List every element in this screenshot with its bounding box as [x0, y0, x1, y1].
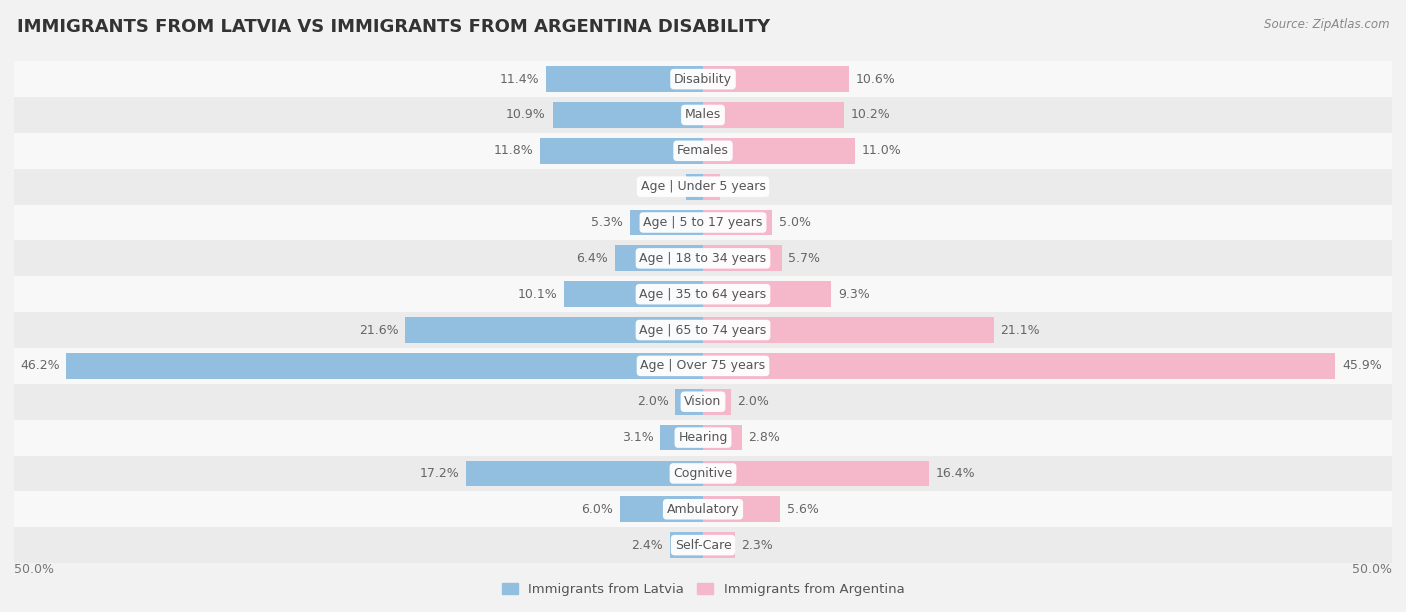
Text: 1.2%: 1.2%: [727, 180, 758, 193]
Text: Age | 18 to 34 years: Age | 18 to 34 years: [640, 252, 766, 265]
Bar: [703, 317, 994, 343]
Bar: [703, 389, 731, 415]
Text: 45.9%: 45.9%: [1343, 359, 1382, 372]
Text: 10.1%: 10.1%: [517, 288, 557, 300]
Text: 10.6%: 10.6%: [856, 73, 896, 86]
Bar: [703, 532, 735, 558]
Bar: [630, 209, 703, 236]
Text: 16.4%: 16.4%: [936, 467, 976, 480]
Text: Hearing: Hearing: [678, 431, 728, 444]
Text: Age | 35 to 64 years: Age | 35 to 64 years: [640, 288, 766, 300]
Bar: [14, 420, 1392, 455]
Text: 2.4%: 2.4%: [631, 539, 664, 551]
Bar: [14, 61, 1392, 97]
Text: Age | Over 75 years: Age | Over 75 years: [641, 359, 765, 372]
Text: Males: Males: [685, 108, 721, 121]
Bar: [14, 169, 1392, 204]
Bar: [14, 133, 1392, 169]
Bar: [703, 209, 772, 236]
Text: Age | Under 5 years: Age | Under 5 years: [641, 180, 765, 193]
Bar: [703, 245, 782, 271]
Bar: [703, 138, 855, 164]
Bar: [14, 455, 1392, 491]
Bar: [465, 460, 703, 487]
Bar: [703, 460, 929, 487]
Bar: [686, 174, 703, 200]
Text: 10.9%: 10.9%: [506, 108, 546, 121]
Text: 17.2%: 17.2%: [419, 467, 460, 480]
Bar: [703, 425, 741, 450]
Text: 46.2%: 46.2%: [20, 359, 59, 372]
Bar: [669, 532, 703, 558]
Text: 5.3%: 5.3%: [591, 216, 623, 229]
Text: 2.0%: 2.0%: [738, 395, 769, 408]
Legend: Immigrants from Latvia, Immigrants from Argentina: Immigrants from Latvia, Immigrants from …: [496, 578, 910, 602]
Text: Age | 5 to 17 years: Age | 5 to 17 years: [644, 216, 762, 229]
Bar: [14, 241, 1392, 276]
Bar: [703, 102, 844, 128]
Text: 5.0%: 5.0%: [779, 216, 811, 229]
Bar: [546, 66, 703, 92]
Bar: [703, 174, 720, 200]
Bar: [540, 138, 703, 164]
Text: Ambulatory: Ambulatory: [666, 503, 740, 516]
Bar: [703, 496, 780, 522]
Text: 50.0%: 50.0%: [14, 563, 53, 576]
Bar: [405, 317, 703, 343]
Bar: [703, 66, 849, 92]
Text: 21.6%: 21.6%: [359, 324, 398, 337]
Text: 9.3%: 9.3%: [838, 288, 870, 300]
Bar: [14, 204, 1392, 241]
Bar: [675, 389, 703, 415]
Bar: [14, 312, 1392, 348]
Text: 11.8%: 11.8%: [494, 144, 533, 157]
Bar: [553, 102, 703, 128]
Bar: [14, 348, 1392, 384]
Text: 6.0%: 6.0%: [582, 503, 613, 516]
Bar: [66, 353, 703, 379]
Text: Source: ZipAtlas.com: Source: ZipAtlas.com: [1264, 18, 1389, 31]
Text: 5.7%: 5.7%: [789, 252, 821, 265]
Bar: [14, 527, 1392, 563]
Text: 2.0%: 2.0%: [637, 395, 669, 408]
Text: 6.4%: 6.4%: [576, 252, 607, 265]
Text: Vision: Vision: [685, 395, 721, 408]
Bar: [614, 245, 703, 271]
Text: IMMIGRANTS FROM LATVIA VS IMMIGRANTS FROM ARGENTINA DISABILITY: IMMIGRANTS FROM LATVIA VS IMMIGRANTS FRO…: [17, 18, 770, 36]
Text: Age | 65 to 74 years: Age | 65 to 74 years: [640, 324, 766, 337]
Bar: [703, 282, 831, 307]
Bar: [14, 97, 1392, 133]
Bar: [14, 384, 1392, 420]
Text: Cognitive: Cognitive: [673, 467, 733, 480]
Bar: [703, 353, 1336, 379]
Text: 11.0%: 11.0%: [862, 144, 901, 157]
Text: 3.1%: 3.1%: [621, 431, 654, 444]
Text: 21.1%: 21.1%: [1001, 324, 1040, 337]
Text: 2.3%: 2.3%: [741, 539, 773, 551]
Bar: [620, 496, 703, 522]
Text: Females: Females: [678, 144, 728, 157]
Text: 10.2%: 10.2%: [851, 108, 890, 121]
Text: 11.4%: 11.4%: [499, 73, 538, 86]
Text: 5.6%: 5.6%: [787, 503, 818, 516]
Bar: [14, 491, 1392, 527]
Text: Self-Care: Self-Care: [675, 539, 731, 551]
Text: 50.0%: 50.0%: [1353, 563, 1392, 576]
Text: 1.2%: 1.2%: [648, 180, 679, 193]
Text: 2.8%: 2.8%: [748, 431, 780, 444]
Bar: [14, 276, 1392, 312]
Bar: [661, 425, 703, 450]
Text: Disability: Disability: [673, 73, 733, 86]
Bar: [564, 282, 703, 307]
